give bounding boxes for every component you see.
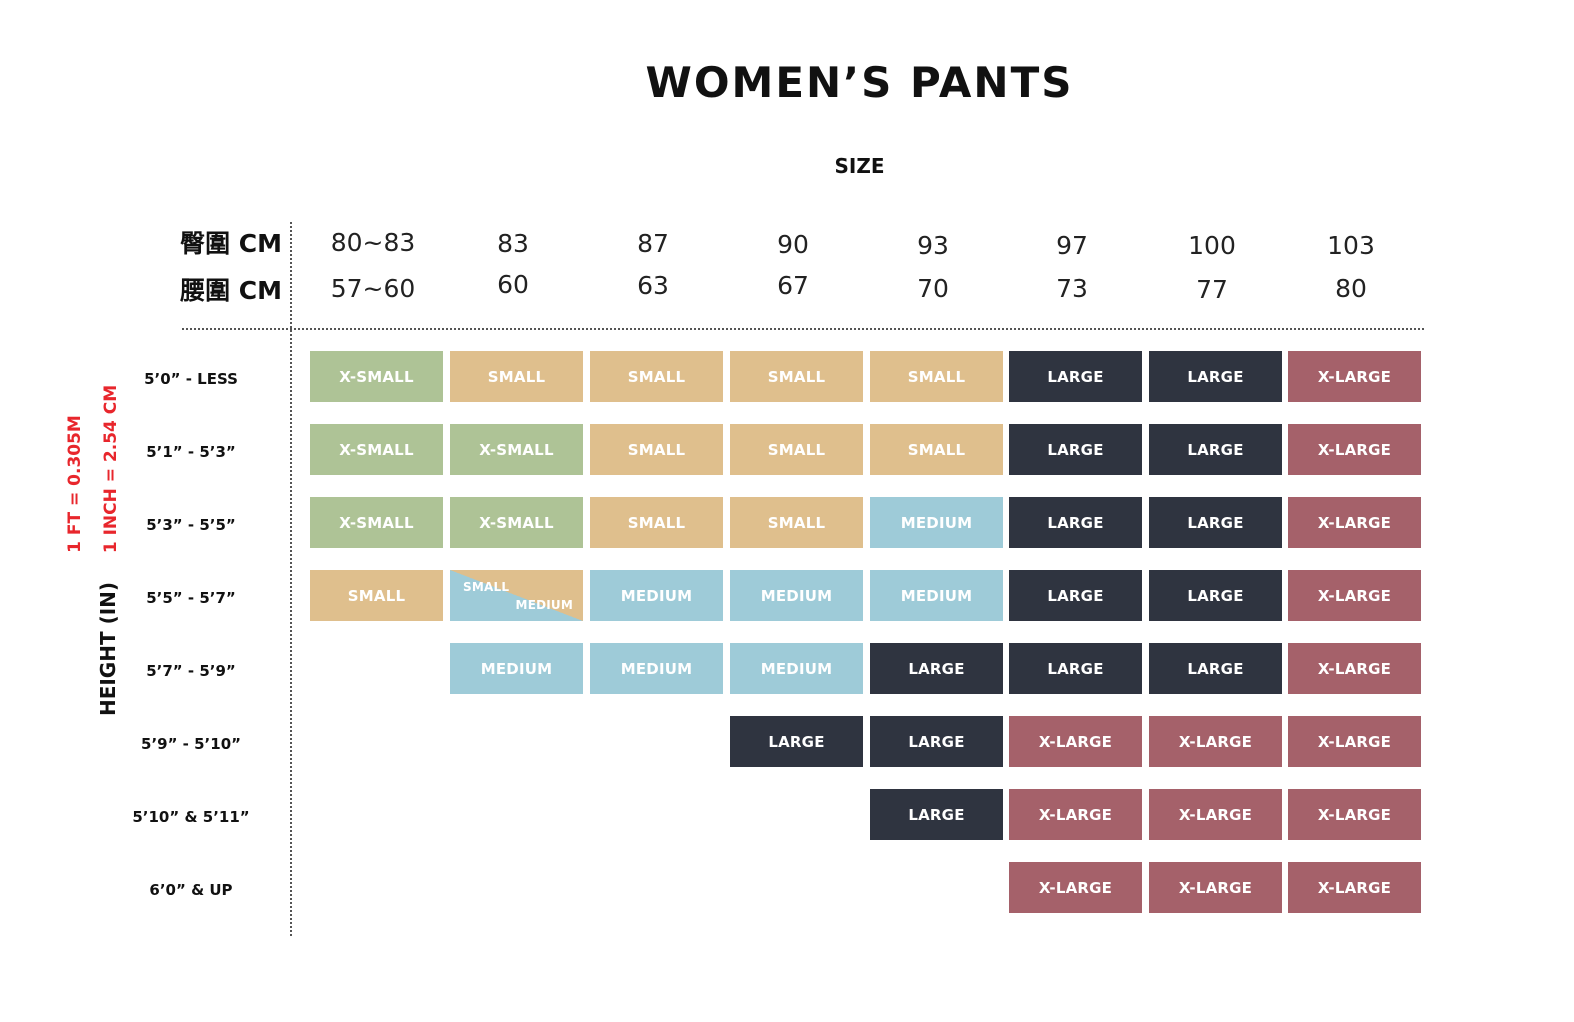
- hip-label: 臀圍 CM: [180, 229, 282, 258]
- waist-value: 70: [917, 274, 949, 303]
- hip-value: 93: [917, 231, 949, 260]
- size-cell-medium: MEDIUM: [870, 570, 1003, 621]
- height-range-label: 5’10” & 5’11”: [132, 808, 250, 826]
- height-range-label: 6’0” & UP: [149, 881, 233, 899]
- size-cell-small: SMALL: [590, 351, 723, 402]
- size-cell-split: SMALL MEDIUM: [450, 570, 583, 621]
- size-cell-x-large: X-LARGE: [1288, 789, 1421, 840]
- size-cell-large: LARGE: [870, 643, 1003, 694]
- size-cell-large: LARGE: [870, 716, 1003, 767]
- size-cell-large: LARGE: [1009, 570, 1142, 621]
- hip-value: 100: [1188, 231, 1236, 260]
- size-cell-large: LARGE: [1149, 570, 1282, 621]
- size-cell-x-large: X-LARGE: [1288, 351, 1421, 402]
- size-cell-small: SMALL: [730, 351, 863, 402]
- size-subtitle: SIZE: [834, 154, 885, 178]
- split-size-bottom-label: MEDIUM: [515, 598, 573, 612]
- size-cell-x-large: X-LARGE: [1288, 643, 1421, 694]
- height-axis-label: HEIGHT (IN): [96, 581, 120, 717]
- split-size-top-label: SMALL: [463, 580, 510, 594]
- waist-value: 67: [777, 271, 809, 300]
- height-range-label: 5’5” - 5’7”: [146, 589, 236, 607]
- height-range-label: 5’1” - 5’3”: [146, 443, 236, 461]
- size-cell-medium: MEDIUM: [730, 643, 863, 694]
- size-cell-large: LARGE: [870, 789, 1003, 840]
- size-cell-medium: MEDIUM: [730, 570, 863, 621]
- hip-value: 103: [1327, 231, 1375, 260]
- hip-value: 83: [497, 229, 529, 258]
- waist-value: 73: [1056, 274, 1088, 303]
- hip-value: 80~83: [330, 228, 416, 257]
- height-range-label: 5’7” - 5’9”: [146, 662, 236, 680]
- size-cell-small: SMALL: [590, 497, 723, 548]
- size-cell-medium: MEDIUM: [590, 570, 723, 621]
- waist-value: 60: [497, 270, 529, 299]
- waist-value: 63: [637, 271, 669, 300]
- size-cell-x-small: X-SMALL: [310, 351, 443, 402]
- size-cell-x-large: X-LARGE: [1149, 789, 1282, 840]
- size-cell-small: SMALL: [870, 424, 1003, 475]
- size-cell-x-small: X-SMALL: [310, 497, 443, 548]
- size-cell-small: SMALL: [870, 351, 1003, 402]
- size-cell-large: LARGE: [1149, 424, 1282, 475]
- size-cell-small: SMALL: [730, 424, 863, 475]
- size-cell-small: SMALL: [310, 570, 443, 621]
- size-cell-small: SMALL: [450, 351, 583, 402]
- size-cell-large: LARGE: [1009, 424, 1142, 475]
- size-cell-x-large: X-LARGE: [1009, 716, 1142, 767]
- hip-value: 87: [637, 229, 669, 258]
- size-cell-large: LARGE: [1009, 351, 1142, 402]
- size-cell-medium: MEDIUM: [870, 497, 1003, 548]
- size-cell-x-large: X-LARGE: [1149, 862, 1282, 913]
- size-cell-x-large: X-LARGE: [1288, 424, 1421, 475]
- size-cell-x-small: X-SMALL: [450, 424, 583, 475]
- height-range-label: 5’0” - LESS: [144, 370, 238, 388]
- height-range-label: 5’9” - 5’10”: [141, 735, 241, 753]
- waist-value: 57~60: [330, 274, 416, 303]
- page-title: WOMEN’S PANTS: [645, 58, 1074, 107]
- size-cell-large: LARGE: [1009, 497, 1142, 548]
- horizontal-divider: [182, 328, 1424, 330]
- feet-conversion-note: 1 FT = 0.305M: [65, 415, 85, 553]
- size-cell-large: LARGE: [1149, 497, 1282, 548]
- size-cell-large: LARGE: [730, 716, 863, 767]
- hip-value: 97: [1056, 231, 1088, 260]
- inch-conversion-note: 1 INCH = 2.54 CM: [101, 384, 121, 554]
- size-cell-large: LARGE: [1009, 643, 1142, 694]
- size-cell-large: LARGE: [1149, 643, 1282, 694]
- size-cell-small: SMALL: [730, 497, 863, 548]
- size-cell-x-large: X-LARGE: [1288, 716, 1421, 767]
- size-cell-medium: MEDIUM: [590, 643, 723, 694]
- hip-value: 90: [777, 230, 809, 259]
- vertical-divider: [290, 222, 292, 936]
- size-cell-x-small: X-SMALL: [310, 424, 443, 475]
- size-cell-x-small: X-SMALL: [450, 497, 583, 548]
- size-cell-medium: MEDIUM: [450, 643, 583, 694]
- height-range-label: 5’3” - 5’5”: [146, 516, 236, 534]
- waist-label: 腰圍 CM: [180, 276, 282, 305]
- size-cell-x-large: X-LARGE: [1009, 789, 1142, 840]
- waist-value: 80: [1335, 274, 1367, 303]
- waist-value: 77: [1196, 275, 1228, 304]
- size-cell-x-large: X-LARGE: [1288, 570, 1421, 621]
- size-cell-small: SMALL: [590, 424, 723, 475]
- size-cell-x-large: X-LARGE: [1009, 862, 1142, 913]
- size-cell-x-large: X-LARGE: [1288, 497, 1421, 548]
- size-cell-x-large: X-LARGE: [1288, 862, 1421, 913]
- size-cell-large: LARGE: [1149, 351, 1282, 402]
- size-cell-x-large: X-LARGE: [1149, 716, 1282, 767]
